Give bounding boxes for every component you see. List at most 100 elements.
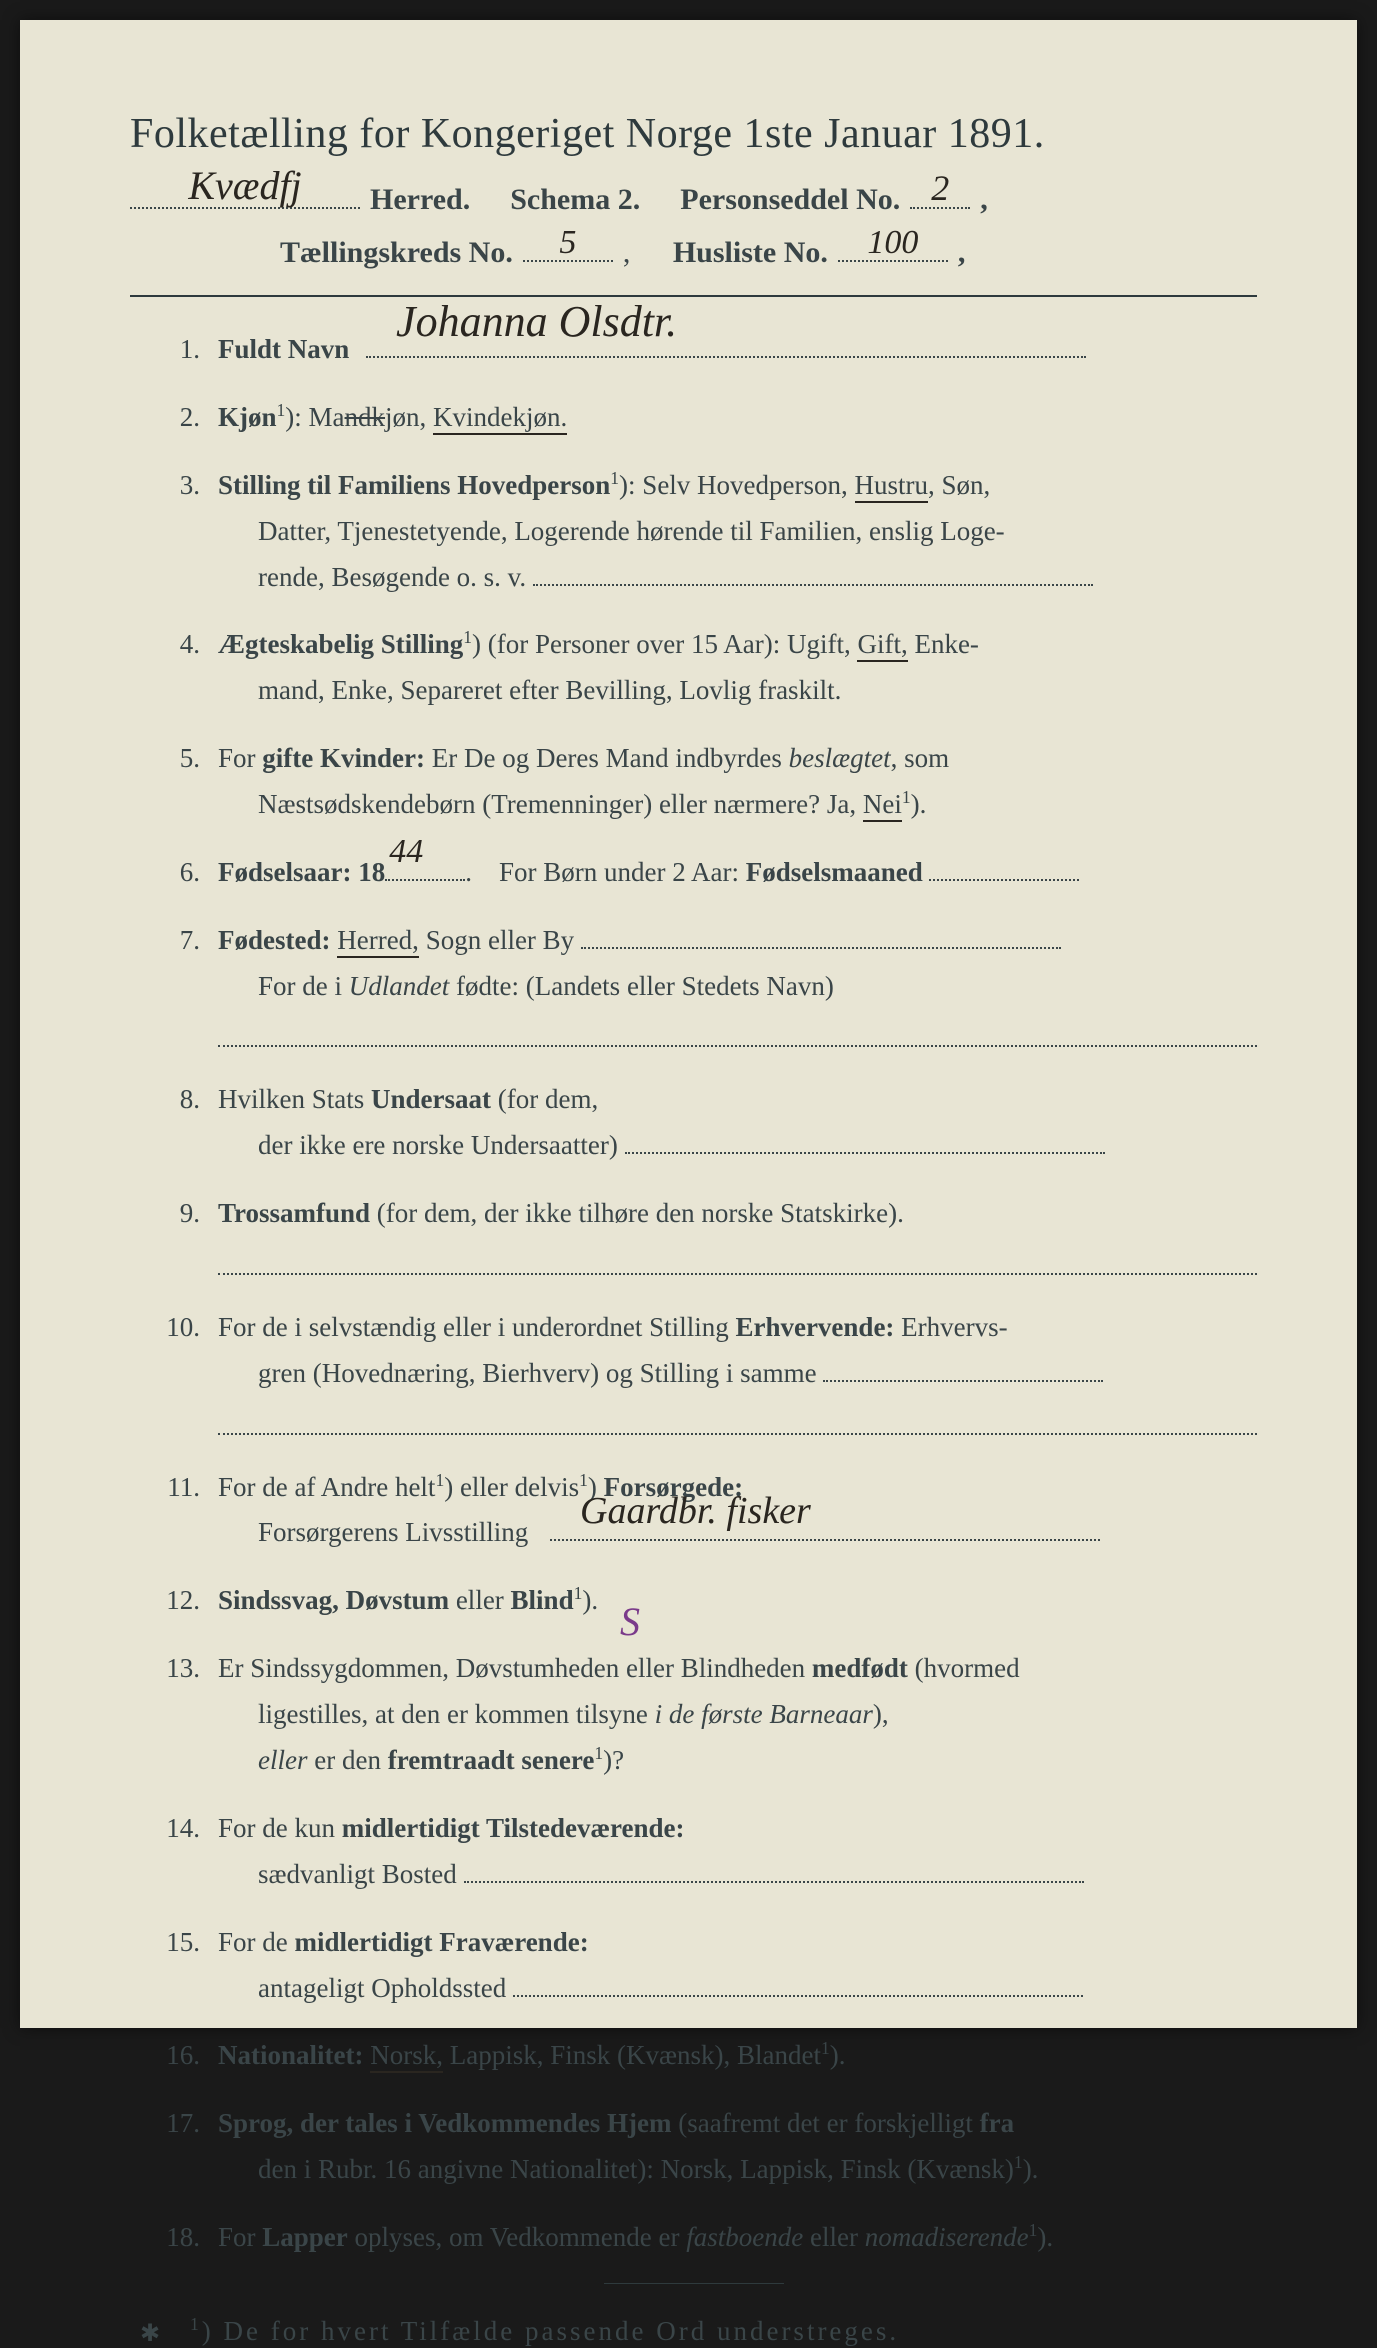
personseddel-value: 2: [931, 167, 949, 209]
cont: ligestilles, at den er kommen tilsyne i …: [218, 1692, 1257, 1738]
item-body: Trossamfund (for dem, der ikke tilhøre d…: [218, 1191, 1257, 1283]
item-2: 2. Kjøn1): Mandkjøn, Kvindekjøn.: [150, 395, 1257, 441]
form-items: 1. Fuldt Navn Johanna Olsdtr. 2. Kjøn1):…: [130, 327, 1257, 2261]
cont: gren (Hovednæring, Bierhverv) og Stillin…: [218, 1351, 1257, 1397]
item-body: Sindssvag, Døvstum eller Blind1). S: [218, 1578, 1257, 1624]
label: Nationalitet:: [218, 2040, 363, 2070]
personseddel-field: 2: [910, 176, 970, 209]
census-form-page: Folketælling for Kongeriget Norge 1ste J…: [20, 20, 1357, 2028]
item-body: Hvilken Stats Undersaat (for dem, der ik…: [218, 1077, 1257, 1169]
item-num: 12.: [150, 1578, 200, 1624]
label: Fødselsaar:: [218, 857, 351, 887]
item-body: For de kun midlertidigt Tilstedeværende:…: [218, 1806, 1257, 1898]
header-line-3: Tællingskreds No. 5 , Husliste No. 100 ,: [130, 229, 1257, 270]
label: Trossamfund: [218, 1198, 370, 1228]
selected-herred: Herred,: [337, 925, 419, 958]
item-body: Kjøn1): Mandkjøn, Kvindekjøn.: [218, 395, 1257, 441]
item-num: 9.: [150, 1191, 200, 1283]
label: Erhvervende:: [735, 1312, 894, 1342]
year-field: 44: [385, 879, 465, 881]
item-body: For gifte Kvinder: Er De og Deres Mand i…: [218, 736, 1257, 828]
item-11: 11. For de af Andre helt1) eller delvis1…: [150, 1465, 1257, 1557]
cont: Forsørgerens Livsstilling Gaardbr. fiske…: [218, 1510, 1257, 1556]
label: Undersaat: [371, 1084, 491, 1114]
footnote: ✱ 1) De for hvert Tilfælde passende Ord …: [130, 2314, 1257, 2347]
item-15: 15. For de midlertidigt Fraværende: anta…: [150, 1920, 1257, 2012]
label: Stilling til Familiens Hovedperson: [218, 470, 610, 500]
item-8: 8. Hvilken Stats Undersaat (for dem, der…: [150, 1077, 1257, 1169]
item-body: Nationalitet: Norsk, Lappisk, Finsk (Kvæ…: [218, 2033, 1257, 2079]
item-num: 11.: [150, 1465, 200, 1557]
husliste-field: 100: [838, 229, 948, 262]
item-num: 5.: [150, 736, 200, 828]
item-10: 10. For de i selvstændig eller i underor…: [150, 1305, 1257, 1443]
header-divider: [130, 295, 1257, 297]
item-num: 3.: [150, 463, 200, 601]
name-field: Johanna Olsdtr.: [366, 356, 1086, 358]
selected-norsk: Norsk,: [370, 2040, 443, 2073]
label: Sprog, der tales i Vedkommendes Hjem: [218, 2108, 672, 2138]
cont: eller er den fremtraadt senere1)?: [218, 1738, 1257, 1784]
item-1: 1. Fuldt Navn Johanna Olsdtr.: [150, 327, 1257, 373]
selected-nei: Nei: [863, 789, 902, 822]
label: midlertidigt Fraværende:: [295, 1927, 589, 1957]
herred-field: Kvædfj: [130, 176, 360, 209]
item-body: Fødested: Herred, Sogn eller By For de i…: [218, 918, 1257, 1056]
item-body: For Lapper oplyses, om Vedkommende er fa…: [218, 2215, 1257, 2261]
label: Lapper: [262, 2222, 348, 2252]
item-num: 6.: [150, 850, 200, 896]
label: Ægteskabelig Stilling: [218, 629, 463, 659]
cont: mand, Enke, Separeret efter Bevilling, L…: [218, 668, 1257, 714]
year-value: 44: [389, 823, 423, 881]
item-16: 16. Nationalitet: Norsk, Lappisk, Finsk …: [150, 2033, 1257, 2079]
item-body: For de i selvstændig eller i underordnet…: [218, 1305, 1257, 1443]
footnote-text: De for hvert Tilfælde passende Ord under…: [224, 2316, 900, 2346]
item-9: 9. Trossamfund (for dem, der ikke tilhør…: [150, 1191, 1257, 1283]
selected-kvindekjon: Kvindekjøn.: [433, 402, 567, 435]
label: Fødested:: [218, 925, 330, 955]
item-body: Sprog, der tales i Vedkommendes Hjem (sa…: [218, 2101, 1257, 2193]
item-num: 10.: [150, 1305, 200, 1443]
item-6: 6. Fødselsaar: 18 44 . For Børn under 2 …: [150, 850, 1257, 896]
label: Sindssvag, Døvstum: [218, 1585, 449, 1615]
item-num: 1.: [150, 327, 200, 373]
schema-label: Schema 2.: [510, 183, 640, 217]
cont: For de i Udlandet fødte: (Landets eller …: [218, 964, 1257, 1010]
selected-gift: Gift,: [857, 629, 907, 662]
item-num: 18.: [150, 2215, 200, 2261]
label: Kjøn: [218, 402, 277, 432]
name-value: Johanna Olsdtr.: [396, 285, 677, 360]
item-12: 12. Sindssvag, Døvstum eller Blind1). S: [150, 1578, 1257, 1624]
item-body: For de midlertidigt Fraværende: antageli…: [218, 1920, 1257, 2012]
personseddel-label: Personseddel No.: [680, 183, 900, 217]
header-line-2: Kvædfj Herred. Schema 2. Personseddel No…: [130, 176, 1257, 217]
husliste-value: 100: [867, 224, 918, 262]
herred-value: Kvædfj: [188, 162, 301, 209]
herred-label: Herred.: [370, 183, 470, 217]
item-body: Er Sindssygdommen, Døvstumheden eller Bl…: [218, 1646, 1257, 1784]
comma: ,: [980, 183, 988, 217]
form-title: Folketælling for Kongeriget Norge 1ste J…: [130, 110, 1257, 158]
husliste-label: Husliste No.: [673, 236, 828, 270]
item-num: 16.: [150, 2033, 200, 2079]
footnote-divider: [604, 2283, 784, 2284]
cont: rende, Besøgende o. s. v.: [218, 555, 1257, 601]
cont: Datter, Tjenestetyende, Logerende hørend…: [218, 509, 1257, 555]
item-18: 18. For Lapper oplyses, om Vedkommende e…: [150, 2215, 1257, 2261]
taellingskreds-field: 5: [523, 229, 613, 262]
cont: sædvanligt Bosted: [218, 1852, 1257, 1898]
item-num: 14.: [150, 1806, 200, 1898]
item-17: 17. Sprog, der tales i Vedkommendes Hjem…: [150, 2101, 1257, 2193]
item-num: 2.: [150, 395, 200, 441]
selected-hustru: Hustru: [855, 470, 929, 503]
item-5: 5. For gifte Kvinder: Er De og Deres Man…: [150, 736, 1257, 828]
livsstilling-field: Gaardbr. fisker: [550, 1539, 1100, 1541]
item-num: 4.: [150, 622, 200, 714]
taellingskreds-value: 5: [559, 224, 576, 262]
label: gifte Kvinder:: [262, 743, 425, 773]
item-num: 7.: [150, 918, 200, 1056]
label: midlertidigt Tilstedeværende:: [342, 1813, 685, 1843]
item-num: 13.: [150, 1646, 200, 1784]
label: medfødt: [812, 1653, 908, 1683]
purple-annotation: S: [620, 1588, 640, 1656]
